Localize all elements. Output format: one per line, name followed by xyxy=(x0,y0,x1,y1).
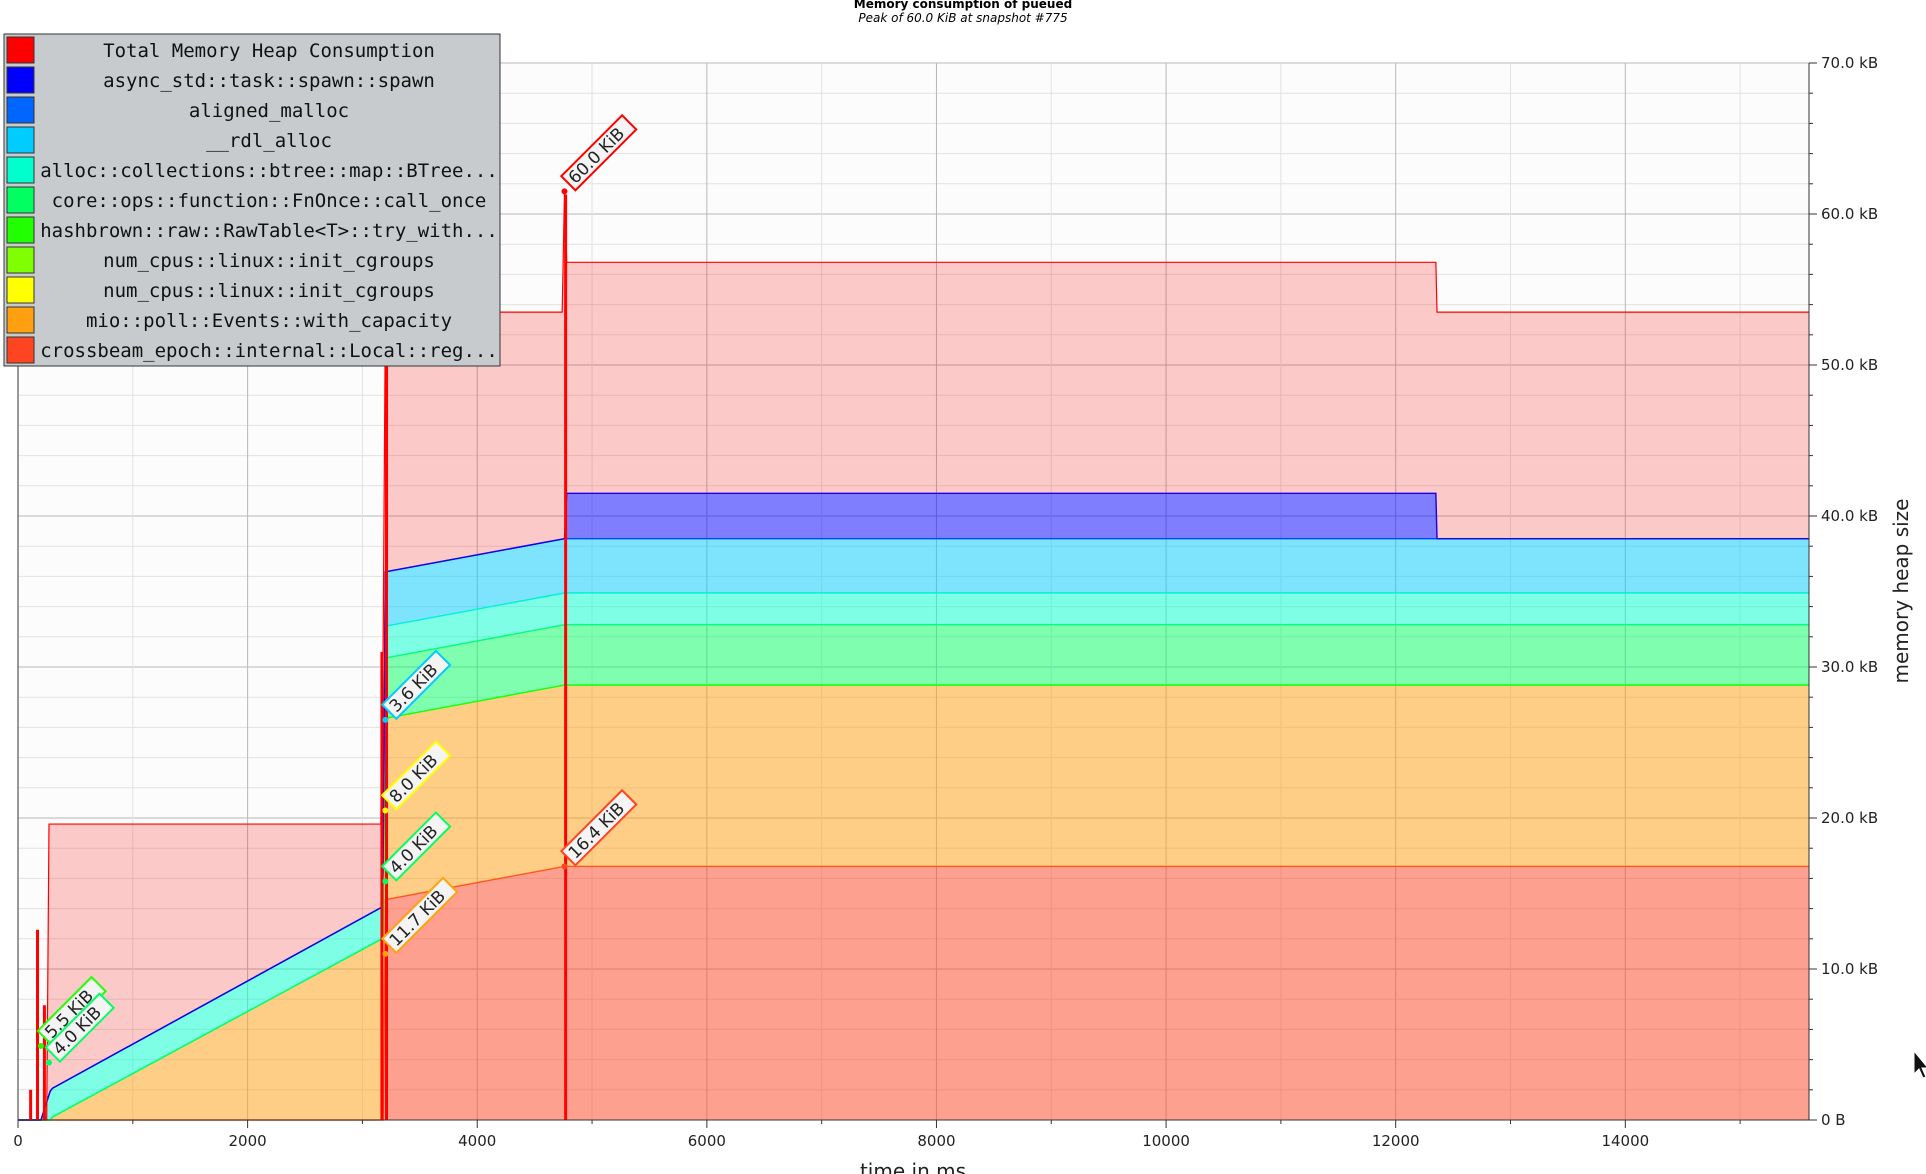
y-tick-label: 0 B xyxy=(1821,1111,1846,1129)
x-axis-label: time in ms xyxy=(860,1159,966,1174)
x-tick-label: 4000 xyxy=(458,1132,496,1150)
legend-entry: num_cpus::linux::init_cgroups xyxy=(103,250,435,272)
x-tick-label: 6000 xyxy=(688,1132,726,1150)
annotation-box xyxy=(44,992,116,1063)
y-tick-label: 70.0 kB xyxy=(1821,54,1878,72)
legend-entry: crossbeam_epoch::internal::Local::reg... xyxy=(40,340,498,362)
y-tick-label: 60.0 kB xyxy=(1821,205,1878,223)
legend-entry: num_cpus::linux::init_cgroups xyxy=(103,280,435,302)
annotation-box xyxy=(559,113,638,192)
legend-entry: __rdl_alloc xyxy=(206,130,332,152)
annotation-box xyxy=(380,740,452,811)
x-tick-label: 10000 xyxy=(1142,1132,1190,1150)
annotation-box xyxy=(559,788,638,867)
legend-swatch xyxy=(6,336,35,364)
legend-entry: mio::poll::Events::with_capacity xyxy=(86,310,452,332)
legend-entry: core::ops::function::FnOnce::call_once xyxy=(52,190,487,212)
legend-swatch xyxy=(6,36,35,64)
y-tick-label: 40.0 kB xyxy=(1821,507,1878,525)
legend-swatch xyxy=(6,96,35,124)
series-area-5 xyxy=(18,624,1809,1120)
stacked-areas xyxy=(18,492,1809,1121)
y-tick-label: 30.0 kB xyxy=(1821,658,1878,676)
annotation-point xyxy=(382,807,389,814)
annotation-point xyxy=(561,188,568,195)
chart-subtitle: Peak of 60.0 KiB at snapshot #775 xyxy=(858,11,1067,25)
legend-swatch xyxy=(6,276,35,304)
annotation-point xyxy=(382,950,389,957)
x-tick-label: 2000 xyxy=(229,1132,267,1150)
legend-swatch xyxy=(6,156,35,184)
legend-swatch xyxy=(6,246,35,274)
x-tick-label: 14000 xyxy=(1601,1132,1649,1150)
series-area-1 xyxy=(18,685,1809,1120)
y-tick-label: 50.0 kB xyxy=(1821,356,1878,374)
chart-title: Memory consumption of pueued xyxy=(854,0,1072,11)
legend-swatch xyxy=(6,306,35,334)
annotation-box xyxy=(380,649,452,721)
legend-entry: Total Memory Heap Consumption xyxy=(103,40,435,62)
legend-swatch xyxy=(6,126,35,154)
annotation-point xyxy=(561,863,568,870)
annotation-point xyxy=(382,878,389,885)
legend-entry: hashbrown::raw::RawTable<T>::try_with... xyxy=(40,220,498,242)
annotation-point xyxy=(382,716,389,723)
x-tick-label: 12000 xyxy=(1372,1132,1420,1150)
legend-box xyxy=(3,33,501,367)
legend-swatch xyxy=(6,186,35,214)
total-area-fill xyxy=(18,191,1809,1121)
y-tick-label: 10.0 kB xyxy=(1821,960,1878,978)
legend: Total Memory Heap Consumptionasync_std::… xyxy=(3,33,501,367)
y-tick-label: 20.0 kB xyxy=(1821,809,1878,827)
x-tick-label: 0 xyxy=(13,1132,23,1150)
annotation-box xyxy=(380,811,452,882)
x-tick-label: 8000 xyxy=(917,1132,955,1150)
annotation-box xyxy=(380,876,459,955)
series-area-0 xyxy=(18,866,1809,1120)
annotation-point xyxy=(45,1059,52,1066)
axes: 0 B 10.0 kB 20.0 kB 30.0 kB 40.0 kB 50.0 kB 60… xyxy=(13,54,1878,1150)
legend-swatch xyxy=(6,216,35,244)
legend-entry: aligned_malloc xyxy=(189,100,349,122)
annotation-point xyxy=(37,1043,44,1050)
legend-entry: alloc::collections::btree::map::BTree... xyxy=(40,160,498,182)
legend-swatch xyxy=(6,66,35,94)
y-axis-label: memory heap size xyxy=(1889,499,1913,684)
mouse-pointer-icon xyxy=(1913,1050,1926,1079)
legend-entry: async_std::task::spawn::spawn xyxy=(103,70,435,92)
